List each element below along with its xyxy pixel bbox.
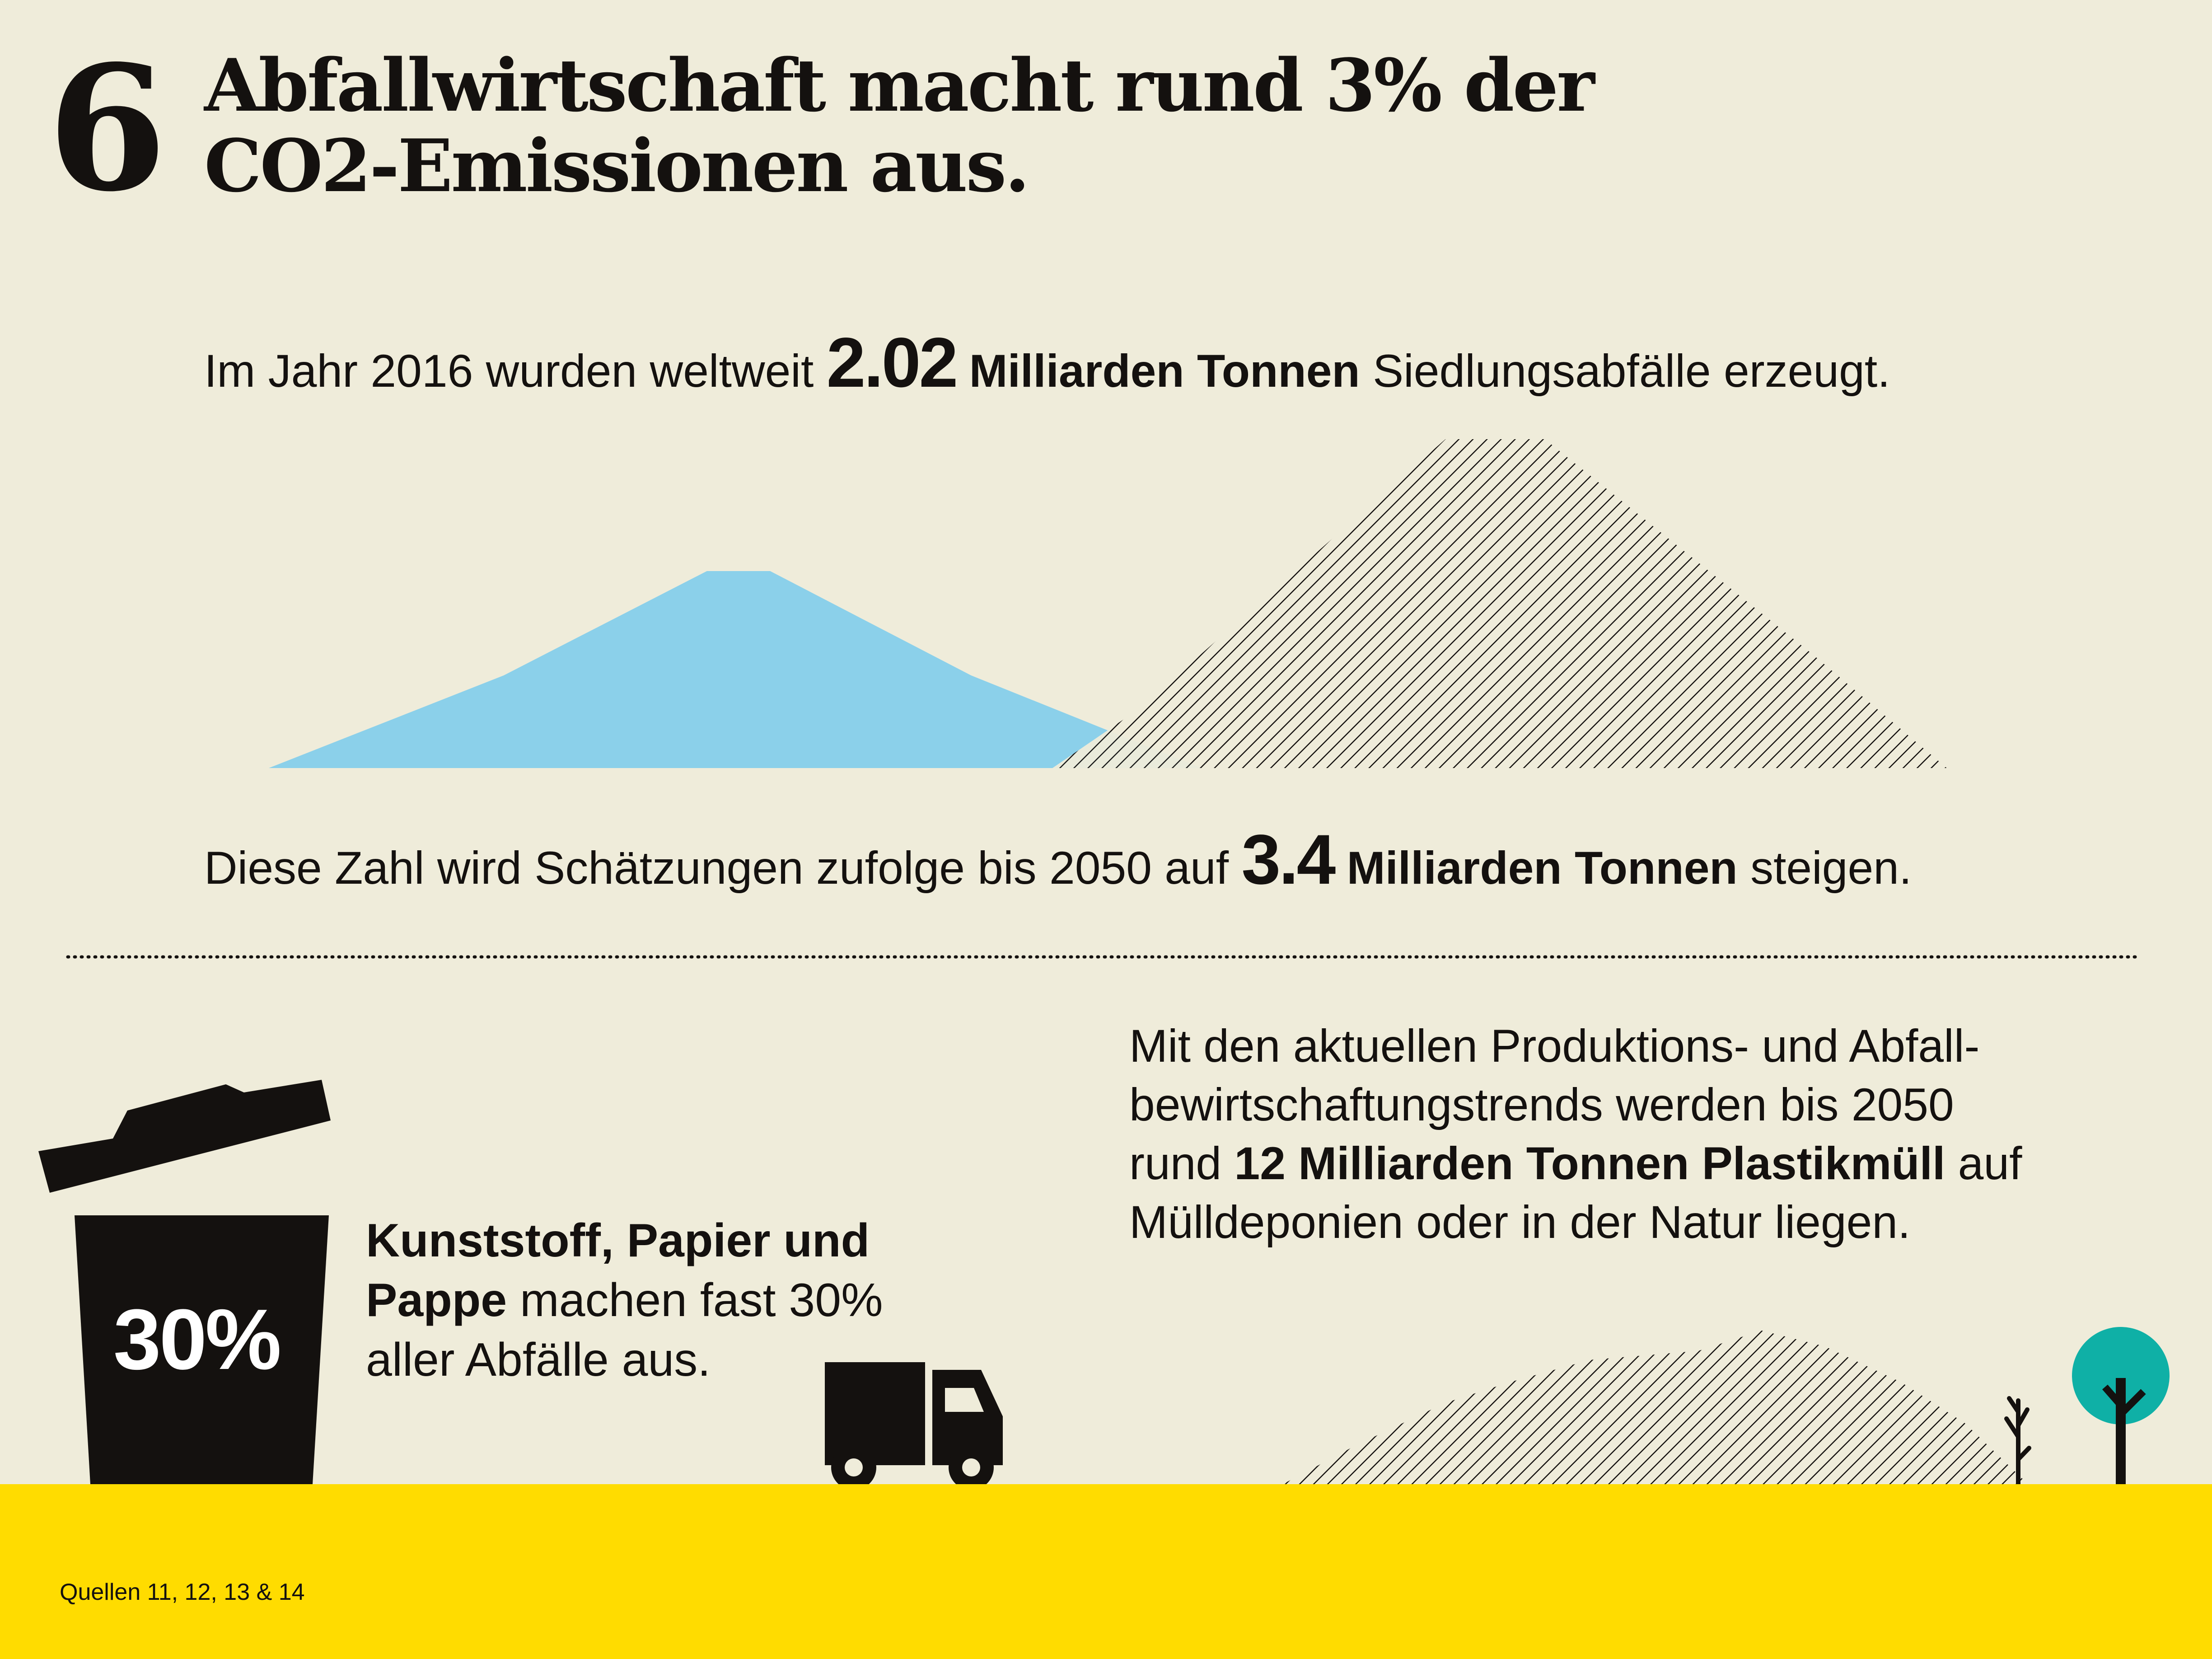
stat-2016-value: 2.02 bbox=[826, 323, 959, 402]
title-line-1: Abfallwirtschaft macht rund 3% der bbox=[204, 43, 1595, 128]
tree-icon bbox=[2072, 1327, 2170, 1486]
stat-2016-suffix: Siedlungsabfälle erzeugt. bbox=[1373, 345, 1890, 397]
tree-crown bbox=[2072, 1327, 2170, 1425]
bin-caption-line-1: Kunststoff, Papier und bbox=[366, 1211, 998, 1270]
bare-tree-icon bbox=[2004, 1396, 2031, 1489]
waste-mound-2016 bbox=[269, 571, 1202, 768]
title-line-2: CO2-Emissionen aus. bbox=[204, 123, 1030, 208]
bin-caption: Kunststoff, Papier und Pappe machen fast… bbox=[366, 1211, 998, 1390]
landfill-hill bbox=[1283, 1331, 2028, 1484]
plastic-line-3-prefix: rund bbox=[1129, 1138, 1222, 1189]
stat-2016: Im Jahr 2016 wurden weltweit 2.02 Millia… bbox=[204, 321, 1890, 405]
stat-2050-prefix: Diese Zahl wird Schätzungen zufolge bis … bbox=[204, 842, 1229, 894]
bin-caption-bold-1: Kunststoff, Papier und bbox=[366, 1214, 870, 1267]
waste-mound-overlap bbox=[1052, 709, 1202, 768]
stat-2050-suffix: steigen. bbox=[1750, 842, 1912, 894]
tree-trunk bbox=[2116, 1378, 2126, 1486]
sources-note: Quellen 11, 12, 13 & 14 bbox=[60, 1579, 305, 1605]
plastic-line-1: Mit den aktuellen Produktions- und Abfal… bbox=[1129, 1020, 1980, 1072]
bin-caption-line-3: aller Abfälle aus. bbox=[366, 1334, 711, 1386]
ground-band bbox=[0, 1484, 2212, 1659]
bin-caption-bold-2: Pappe bbox=[366, 1274, 507, 1326]
section-number: 6 bbox=[47, 28, 167, 230]
stat-2016-prefix: Im Jahr 2016 wurden weltweit bbox=[204, 345, 814, 397]
bin-percent: 30% bbox=[113, 1292, 281, 1387]
page-title: Abfallwirtschaft macht rund 3% der CO2-E… bbox=[204, 43, 1595, 208]
truck-icon bbox=[825, 1362, 1003, 1490]
plastic-statement: Mit den aktuellen Produktions- und Abfal… bbox=[1129, 1017, 2168, 1251]
stat-2050-value: 3.4 bbox=[1241, 820, 1336, 899]
plastic-line-3-bold: 12 Milliarden Tonnen Plastikmüll bbox=[1234, 1138, 1945, 1189]
stat-2016-unit: Milliarden Tonnen bbox=[969, 345, 1360, 397]
trash-bin-icon bbox=[38, 1080, 331, 1484]
plastic-line-4: Mülldeponien oder in der Natur liegen. bbox=[1129, 1196, 1911, 1248]
bin-body bbox=[75, 1215, 329, 1484]
plastic-line-3-suffix: auf bbox=[1958, 1138, 2022, 1189]
bin-caption-rest-2: machen fast 30% bbox=[520, 1274, 883, 1326]
stat-2050: Diese Zahl wird Schätzungen zufolge bis … bbox=[204, 818, 1912, 902]
bin-lid bbox=[38, 1080, 331, 1193]
stat-2050-unit: Milliarden Tonnen bbox=[1347, 842, 1738, 894]
plastic-line-3: rund 12 Milliarden Tonnen Plastikmüll au… bbox=[1129, 1134, 2168, 1193]
waste-mound-2050 bbox=[1052, 439, 1947, 768]
plastic-line-2: bewirtschaftungstrends werden bis 2050 bbox=[1129, 1079, 1954, 1130]
bin-caption-line-2: Pappe machen fast 30% bbox=[366, 1270, 998, 1330]
